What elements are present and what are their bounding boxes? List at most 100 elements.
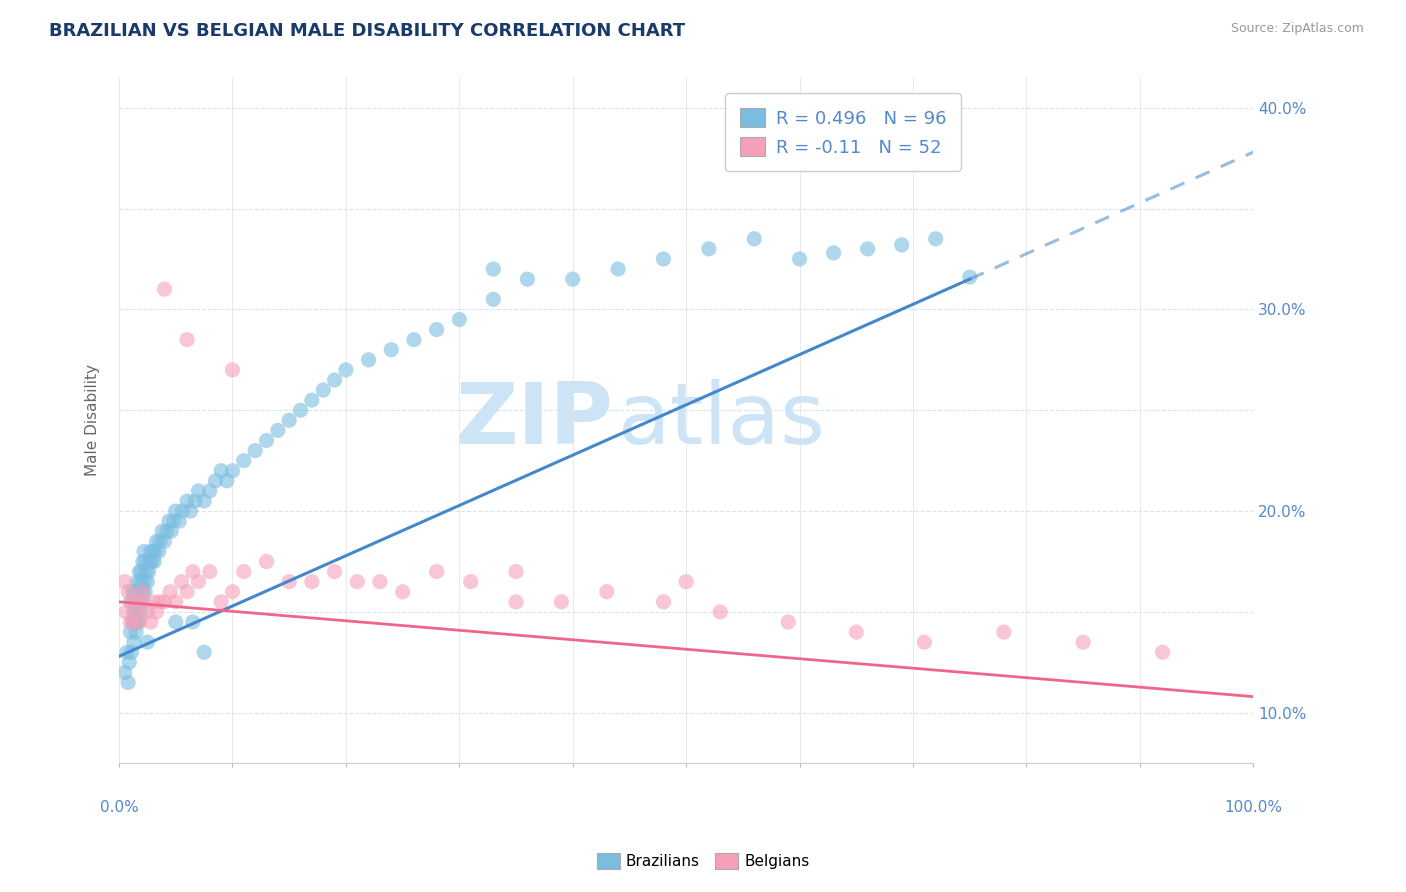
Legend: Brazilians, Belgians: Brazilians, Belgians: [591, 847, 815, 875]
Point: [157, 514, 180, 528]
Point: [131, 584, 153, 599]
Point: [993, 625, 1015, 640]
Point: [1152, 645, 1174, 659]
Point: [335, 363, 357, 377]
Point: [134, 554, 156, 568]
Point: [124, 615, 146, 629]
Point: [912, 635, 935, 649]
Point: [209, 595, 232, 609]
Point: [143, 544, 166, 558]
Point: [136, 574, 159, 589]
Point: [856, 242, 879, 256]
Point: [127, 584, 149, 599]
Point: [823, 246, 845, 260]
Point: [357, 352, 380, 367]
Point: [153, 282, 176, 296]
Point: [167, 514, 190, 528]
Point: [145, 605, 167, 619]
Point: [426, 322, 449, 336]
Point: [1071, 635, 1094, 649]
Point: [278, 574, 301, 589]
Point: [160, 524, 183, 539]
Point: [139, 544, 162, 558]
Point: [128, 615, 150, 629]
Point: [122, 605, 145, 619]
Point: [482, 293, 505, 307]
Point: [121, 584, 143, 599]
Point: [121, 595, 143, 609]
Point: [505, 565, 527, 579]
Point: [516, 272, 538, 286]
Point: [127, 615, 149, 629]
Point: [176, 494, 198, 508]
Point: [675, 574, 697, 589]
Point: [159, 584, 181, 599]
Point: [153, 595, 176, 609]
Point: [460, 574, 482, 589]
Point: [323, 373, 346, 387]
Point: [150, 524, 173, 539]
Point: [135, 565, 157, 579]
Text: Source: ZipAtlas.com: Source: ZipAtlas.com: [1230, 22, 1364, 36]
Point: [125, 595, 148, 609]
Point: [165, 504, 187, 518]
Point: [890, 237, 912, 252]
Point: [232, 453, 254, 467]
Point: [127, 595, 149, 609]
Point: [505, 595, 527, 609]
Text: atlas: atlas: [619, 379, 827, 462]
Point: [120, 625, 142, 640]
Point: [278, 413, 301, 427]
Point: [184, 494, 207, 508]
Point: [187, 483, 209, 498]
Point: [115, 645, 138, 659]
Point: [301, 393, 323, 408]
Point: [153, 534, 176, 549]
Point: [301, 574, 323, 589]
Point: [127, 574, 149, 589]
Point: [959, 270, 981, 285]
Point: [131, 565, 153, 579]
Point: [165, 595, 187, 609]
Point: [172, 504, 194, 518]
Point: [170, 574, 193, 589]
Point: [156, 524, 179, 539]
Point: [128, 595, 150, 609]
Point: [426, 565, 449, 579]
Point: [117, 584, 139, 599]
Point: [550, 595, 572, 609]
Point: [145, 534, 167, 549]
Point: [221, 584, 243, 599]
Point: [143, 554, 166, 568]
Point: [198, 483, 221, 498]
Point: [141, 554, 163, 568]
Point: [115, 605, 138, 619]
Point: [380, 343, 402, 357]
Point: [391, 584, 413, 599]
Point: [652, 595, 675, 609]
Point: [122, 615, 145, 629]
Point: [193, 645, 215, 659]
Point: [165, 615, 187, 629]
Point: [125, 605, 148, 619]
Point: [176, 584, 198, 599]
Point: [142, 544, 165, 558]
Point: [449, 312, 471, 326]
Point: [561, 272, 583, 286]
Point: [128, 565, 150, 579]
Y-axis label: Male Disability: Male Disability: [86, 364, 100, 476]
Point: [129, 605, 152, 619]
Point: [136, 605, 159, 619]
Text: BRAZILIAN VS BELGIAN MALE DISABILITY CORRELATION CHART: BRAZILIAN VS BELGIAN MALE DISABILITY COR…: [49, 22, 685, 40]
Point: [482, 262, 505, 277]
Point: [129, 574, 152, 589]
Point: [402, 333, 425, 347]
Point: [709, 605, 731, 619]
Text: 100.0%: 100.0%: [1225, 799, 1282, 814]
Point: [121, 615, 143, 629]
Point: [122, 635, 145, 649]
Point: [125, 625, 148, 640]
Text: ZIP: ZIP: [454, 379, 613, 462]
Point: [114, 665, 136, 680]
Point: [142, 595, 165, 609]
